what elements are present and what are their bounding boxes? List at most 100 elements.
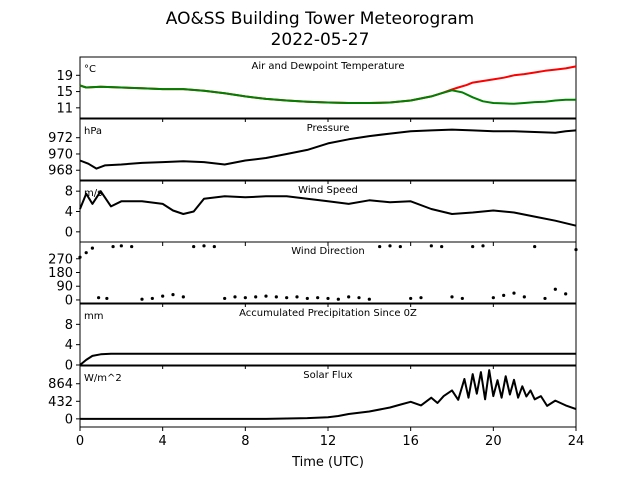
- series-line-1: [80, 369, 577, 420]
- series-point: [161, 294, 165, 298]
- series-point: [398, 244, 402, 249]
- x-tick-label: 16: [402, 434, 419, 449]
- series-point: [233, 295, 237, 299]
- y-tick-label: 0: [65, 359, 73, 374]
- series-point: [111, 244, 115, 249]
- panel-3: 0 4 8 Wind Speed m/s: [65, 180, 577, 246]
- y-tick-label: 11: [56, 101, 73, 116]
- chart-title: AO&SS Building Tower Meteorogram: [166, 9, 474, 29]
- series-point: [223, 296, 227, 301]
- panel-unit-label: mm: [84, 311, 103, 322]
- series-point: [491, 296, 495, 300]
- series-point: [357, 296, 361, 300]
- y-tick-label: 8: [65, 318, 73, 333]
- series-point: [285, 296, 289, 300]
- y-tick-label: 4: [65, 338, 73, 353]
- x-tick-label: 4: [159, 434, 167, 449]
- series-point: [171, 293, 175, 297]
- y-tick-label: 19: [56, 69, 73, 84]
- series-point: [450, 295, 454, 299]
- series-point: [574, 248, 578, 252]
- series-point: [212, 244, 216, 249]
- series-point: [522, 295, 526, 299]
- series-point: [119, 244, 123, 248]
- panel-title: Pressure: [307, 123, 350, 134]
- series-point: [347, 295, 351, 299]
- panel-title: Solar Flux: [303, 370, 353, 381]
- x-axis-label: Time (UTC): [291, 455, 364, 470]
- series-point: [564, 292, 568, 296]
- series-point: [78, 255, 82, 259]
- y-tick-label: 270: [48, 252, 73, 267]
- series-point: [533, 244, 537, 249]
- series-point: [367, 297, 371, 301]
- series-point: [553, 287, 557, 291]
- series-point: [130, 244, 134, 249]
- panel-unit-label: W/m^2: [84, 373, 122, 384]
- panel-title: Wind Direction: [291, 246, 365, 257]
- y-tick-label: 0: [65, 293, 73, 308]
- panel-title: Wind Speed: [298, 185, 358, 196]
- series-point: [243, 296, 247, 300]
- series-point: [264, 294, 268, 298]
- series-point: [274, 295, 278, 299]
- series-point: [326, 296, 330, 301]
- series-point: [429, 244, 433, 248]
- panel-title: Air and Dewpoint Temperature: [252, 61, 405, 72]
- y-tick-label: 968: [48, 164, 73, 179]
- series-point: [409, 296, 413, 301]
- y-tick-label: 972: [48, 131, 73, 146]
- series-point: [419, 296, 423, 300]
- series-point: [336, 297, 340, 301]
- series-point: [192, 244, 196, 249]
- series-point: [181, 295, 185, 299]
- y-tick-label: 8: [65, 185, 73, 200]
- panel-5: 0 4 8 Accumulated Precipitation Since 0Z mm: [65, 303, 577, 374]
- series-point: [460, 296, 464, 301]
- series-point: [90, 246, 94, 250]
- series-point: [388, 244, 392, 248]
- series-point: [202, 244, 206, 248]
- x-tick-label: 0: [76, 434, 84, 449]
- series-point: [140, 297, 144, 301]
- y-tick-label: 432: [48, 395, 73, 410]
- series-line-1: [79, 128, 577, 170]
- series-line-2: [79, 84, 576, 105]
- y-tick-label: 180: [48, 266, 73, 281]
- x-tick-label: 8: [241, 434, 249, 449]
- series-point: [512, 291, 516, 295]
- series-point: [316, 296, 320, 300]
- series-point: [254, 295, 258, 299]
- panel-title: Accumulated Precipitation Since 0Z: [239, 308, 417, 319]
- x-tick-label: 20: [485, 434, 502, 449]
- panel-6: 0 432 864 Solar Flux W/m^2: [48, 365, 577, 431]
- y-tick-label: 970: [48, 147, 73, 162]
- series-point: [440, 244, 444, 249]
- series-point: [105, 296, 109, 301]
- series-point: [97, 296, 101, 300]
- y-tick-label: 0: [65, 412, 73, 427]
- y-tick-label: 15: [56, 85, 73, 100]
- series-point: [481, 244, 485, 248]
- y-tick-label: 0: [65, 225, 73, 240]
- series-point: [543, 296, 547, 301]
- series-point: [378, 244, 382, 249]
- panel-unit-label: m/s: [84, 188, 102, 199]
- panel-unit-label: °C: [84, 64, 96, 75]
- y-tick-label: 4: [65, 205, 73, 220]
- series-point: [305, 296, 309, 301]
- series-line-1: [79, 190, 577, 227]
- y-tick-label: 864: [48, 377, 73, 392]
- series-point: [84, 251, 88, 255]
- series-point: [471, 244, 475, 249]
- series-point: [295, 295, 299, 299]
- series-point: [502, 293, 506, 297]
- y-tick-label: 90: [56, 280, 73, 295]
- chart-subtitle: 2022-05-27: [271, 30, 370, 50]
